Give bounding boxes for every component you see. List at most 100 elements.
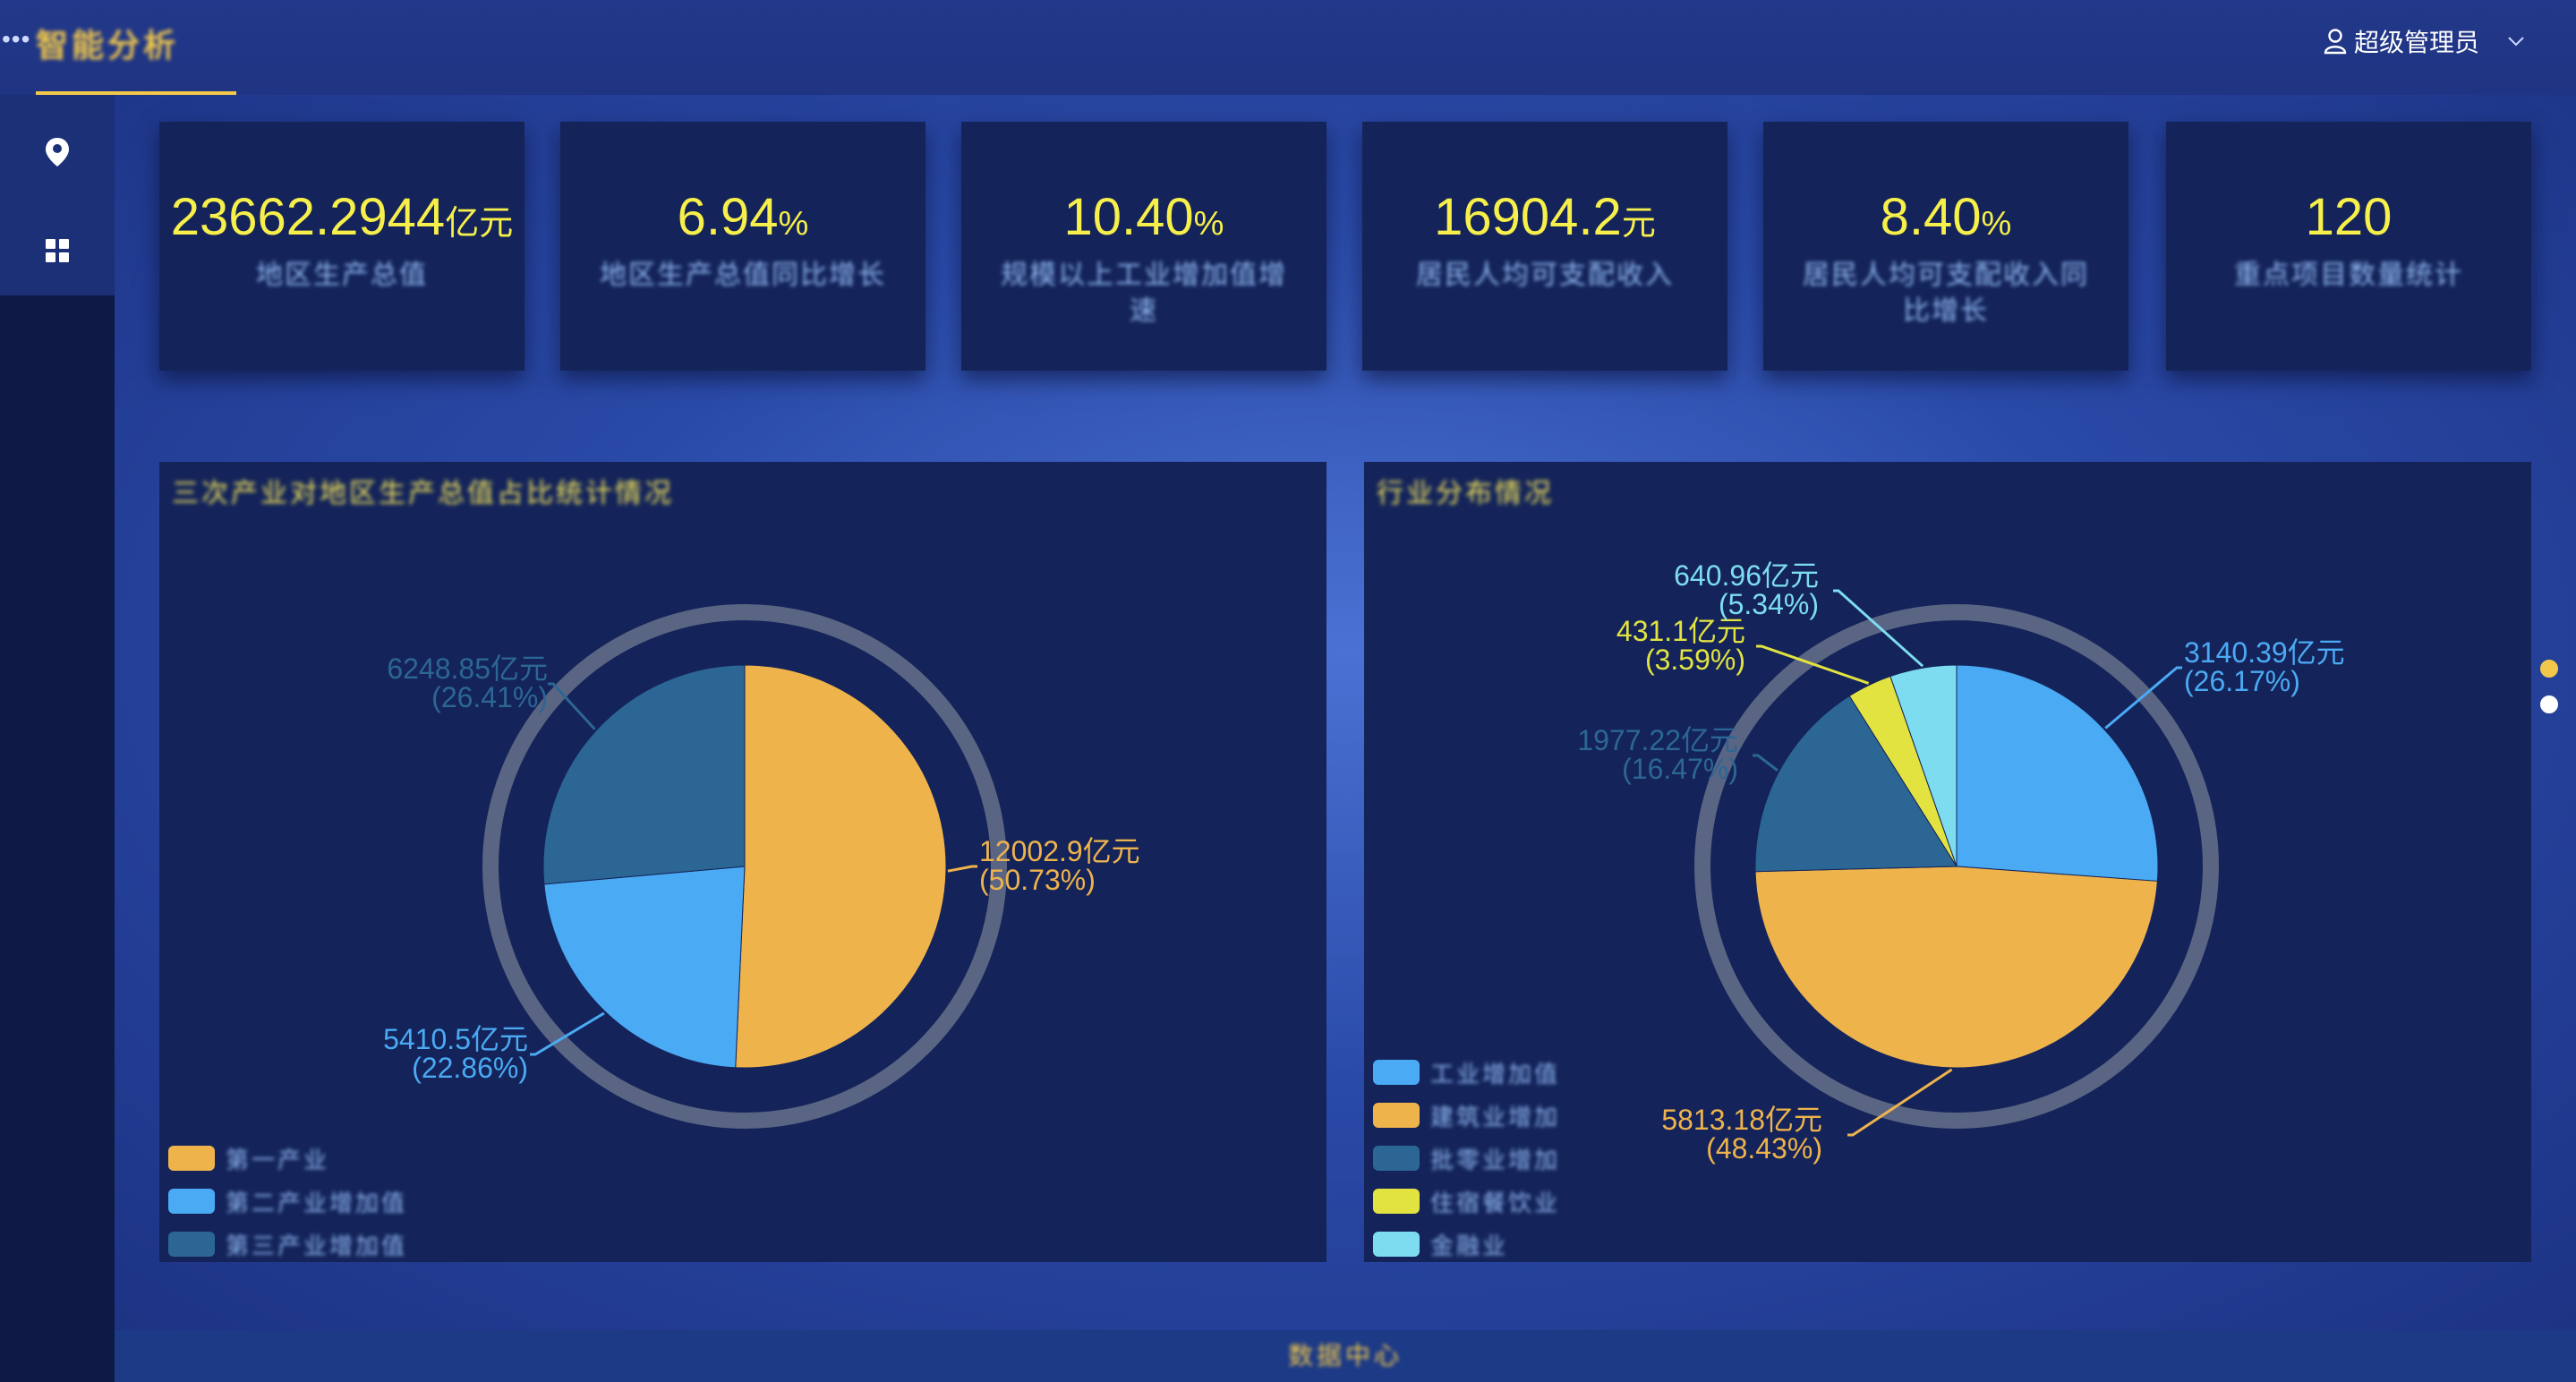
chart-legend: 工业增加值建筑业增加批零业增加住宿餐饮业金融业	[1373, 1051, 1560, 1266]
pie-chart-industry-share: 12002.9亿元(50.73%) 5410.5亿元(22.86%) 6248.85…	[383, 604, 1140, 1129]
legend-label: 批零业增加	[1430, 1146, 1561, 1173]
pie-chart-sector-distribution: 3140.39亿元(26.17%) 5813.18亿元(48.43%) 1977.2…	[1577, 559, 2345, 1164]
pie-value-label: 431.1亿元	[1616, 615, 1745, 647]
pie-leader-line	[1833, 589, 1924, 668]
app-title: 智能分析	[36, 27, 180, 64]
pie-slice[interactable]	[542, 664, 746, 885]
user-name: 超级管理员	[2353, 29, 2479, 56]
sidebar	[0, 95, 115, 1382]
pie-percent-label: (50.73%)	[979, 864, 1096, 896]
legend-item[interactable]: 建筑业增加	[1373, 1094, 1560, 1137]
kpi-label: 地区生产总值同比增长	[600, 260, 886, 290]
user-menu[interactable]: 超级管理员	[2324, 23, 2526, 59]
pie-percent-label: (26.17%)	[2184, 665, 2300, 697]
pie-percent-label: (5.34%)	[1719, 588, 1819, 620]
legend-item[interactable]: 第二产业增加值	[168, 1180, 407, 1223]
pie-outer-ring	[1694, 604, 2219, 1129]
kpi-label: 重点项目数量统计	[2234, 260, 2463, 290]
legend-label: 第一产业	[226, 1146, 330, 1173]
grid-icon[interactable]	[36, 229, 79, 272]
legend-label: 工业增加值	[1430, 1060, 1561, 1088]
kpi-card: 6.94% 地区生产总值同比增长	[560, 122, 925, 371]
pie-leader-line	[1847, 1068, 1953, 1137]
panel-title: 行业分布情况	[1377, 479, 1554, 508]
kpi-value: 23662.2944亿元	[170, 188, 514, 246]
legend-item[interactable]: 住宿餐饮业	[1373, 1180, 1560, 1223]
kpi-value: 16904.2元	[1434, 188, 1656, 246]
kpi-label: 规模以上工业增加值增速	[1001, 260, 1287, 326]
pie-slice[interactable]	[1956, 664, 2159, 882]
pie-leader-line	[2104, 666, 2182, 729]
footer: 数据中心	[115, 1330, 2576, 1382]
page-dot[interactable]	[2540, 695, 2558, 713]
more-menu-icon[interactable]: •••	[2, 25, 31, 53]
pie-leader-line	[947, 865, 977, 873]
pie-percent-label: (16.47%)	[1622, 753, 1738, 785]
map-pin-icon[interactable]	[36, 131, 79, 174]
legend-label: 建筑业增加	[1430, 1103, 1561, 1130]
legend-label: 住宿餐饮业	[1430, 1189, 1561, 1216]
legend-item[interactable]: 第三产业增加值	[168, 1223, 407, 1266]
chart-panel-sector-distribution: 行业分布情况 3140.39亿元 (26.17%) 5813.18亿元 (48.43%…	[1364, 462, 2531, 1262]
pie-leader-line	[1756, 644, 1870, 685]
legend-label: 第三产业增加值	[226, 1232, 408, 1259]
kpi-card: 23662.2944亿元 地区生产总值	[159, 122, 525, 371]
kpi-value: 8.40%	[1880, 188, 2012, 246]
legend-swatch	[1373, 1232, 1420, 1257]
kpi-card: 10.40% 规模以上工业增加值增速	[961, 122, 1326, 371]
pie-value-label: 6248.85亿元	[387, 653, 548, 685]
kpi-value: 10.40%	[1063, 188, 1224, 246]
legend-swatch	[1373, 1146, 1420, 1171]
pie-slice[interactable]	[735, 664, 947, 1069]
legend-item[interactable]: 批零业增加	[1373, 1137, 1560, 1180]
pie-percent-label: (26.41%)	[431, 681, 548, 713]
pie-leader-line	[1753, 754, 1778, 772]
kpi-label: 地区生产总值	[256, 260, 428, 290]
pie-slice[interactable]	[1889, 664, 1958, 867]
page-dot-active[interactable]	[2540, 660, 2558, 678]
pie-value-label: 12002.9亿元	[979, 835, 1140, 867]
legend-item[interactable]: 金融业	[1373, 1223, 1560, 1266]
legend-label: 第二产业增加值	[226, 1189, 408, 1216]
legend-swatch	[168, 1146, 215, 1171]
kpi-value: 6.94%	[677, 188, 809, 246]
chart-legend: 第一产业第二产业增加值 第三产业增加值	[168, 1137, 407, 1266]
chevron-down-icon[interactable]	[2506, 31, 2526, 51]
chart-panel-industry-share: 三次产业对地区生产总值占比统计情况 12002.9亿元 (50.73%) 5410.…	[159, 462, 1326, 1262]
pie-value-label: 1977.22亿元	[1577, 724, 1738, 756]
pie-slice[interactable]	[543, 866, 746, 1069]
legend-item[interactable]: 第一产业	[168, 1137, 407, 1180]
kpi-card: 16904.2元 居民人均可支配收入	[1362, 122, 1727, 371]
pie-leader-line	[530, 1011, 605, 1056]
pie-value-label: 3140.39亿元	[2184, 636, 2345, 669]
pie-percent-label: (48.43%)	[1706, 1132, 1822, 1164]
dashboard-main: 23662.2944亿元 地区生产总值 6.94% 地区生产总值同比增长 10.…	[115, 95, 2576, 1330]
pie-leader-line	[548, 682, 596, 730]
pie-value-label: 5813.18亿元	[1661, 1104, 1822, 1136]
page-indicator	[2540, 660, 2558, 731]
kpi-card: 120 重点项目数量统计	[2166, 122, 2531, 371]
panel-title: 三次产业对地区生产总值占比统计情况	[172, 479, 674, 508]
legend-swatch	[1373, 1189, 1420, 1214]
kpi-label: 居民人均可支配收入同比增长	[1803, 260, 2089, 326]
top-bar: ••• 智能分析 超级管理员	[0, 0, 2576, 95]
sidebar-nav	[0, 95, 115, 295]
kpi-label: 居民人均可支配收入	[1416, 260, 1674, 290]
legend-item[interactable]: 工业增加值	[1373, 1051, 1560, 1094]
pie-value-label: 640.96亿元	[1674, 559, 1819, 592]
nav-tab-home[interactable]	[36, 0, 236, 95]
user-icon	[2324, 29, 2347, 55]
pie-outer-ring	[482, 604, 1007, 1129]
legend-swatch	[168, 1232, 215, 1257]
pie-value-label: 5410.5亿元	[383, 1023, 528, 1055]
legend-label: 金融业	[1430, 1232, 1509, 1259]
kpi-value: 120	[2305, 188, 2393, 246]
footer-text: 数据中心	[1287, 1342, 1403, 1369]
legend-swatch	[168, 1189, 215, 1214]
pie-slice[interactable]	[1754, 866, 2158, 1069]
pie-slice[interactable]	[1754, 695, 1958, 873]
pie-percent-label: (22.86%)	[412, 1052, 528, 1084]
legend-swatch	[1373, 1060, 1420, 1085]
legend-swatch	[1373, 1103, 1420, 1128]
pie-percent-label: (3.59%)	[1645, 644, 1745, 676]
